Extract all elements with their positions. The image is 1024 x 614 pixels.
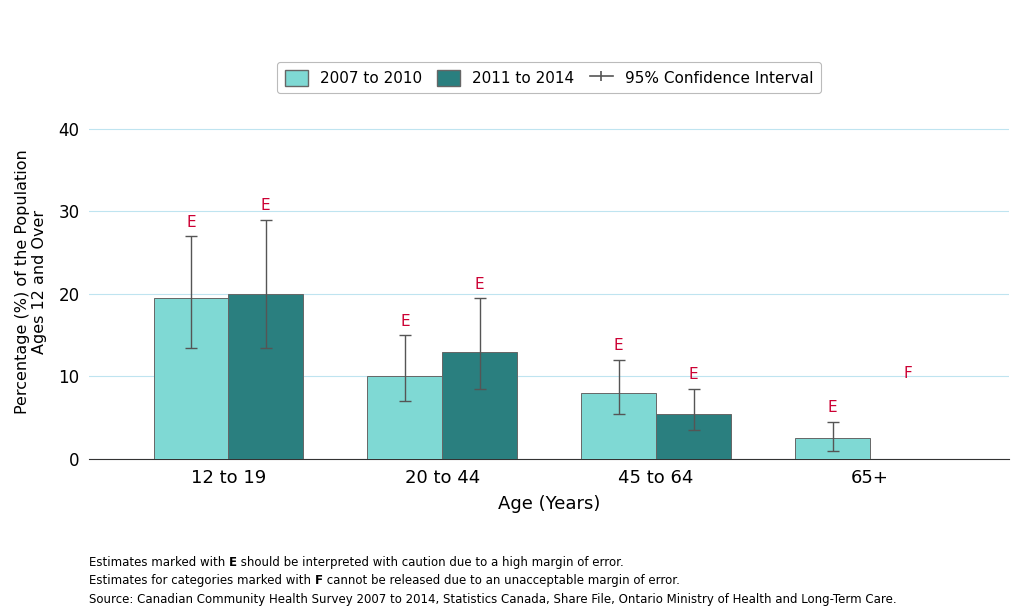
Text: E: E <box>400 314 410 328</box>
Text: E: E <box>261 198 270 213</box>
Text: F: F <box>315 574 324 587</box>
Text: E: E <box>827 400 838 415</box>
Text: cannot be released due to an unacceptable margin of error.: cannot be released due to an unacceptabl… <box>324 574 680 587</box>
Text: E: E <box>689 367 698 383</box>
Bar <box>368 376 442 459</box>
Bar <box>656 414 731 459</box>
Text: should be interpreted with caution due to a high margin of error.: should be interpreted with caution due t… <box>238 556 624 569</box>
Text: E: E <box>229 556 238 569</box>
Bar <box>228 294 303 459</box>
Text: E: E <box>613 338 624 354</box>
Legend: 2007 to 2010, 2011 to 2014, 95% Confidence Interval: 2007 to 2010, 2011 to 2014, 95% Confiden… <box>278 62 821 93</box>
Bar <box>795 438 870 459</box>
Bar <box>582 393 656 459</box>
Y-axis label: Percentage (%) of the Population
Ages 12 and Over: Percentage (%) of the Population Ages 12… <box>15 149 47 414</box>
Text: Source: Canadian Community Health Survey 2007 to 2014, Statistics Canada, Share : Source: Canadian Community Health Survey… <box>89 593 897 605</box>
Bar <box>442 352 517 459</box>
Text: E: E <box>475 276 484 292</box>
Bar <box>154 298 228 459</box>
X-axis label: Age (Years): Age (Years) <box>498 495 600 513</box>
Text: E: E <box>186 215 196 230</box>
Text: Estimates for categories marked with: Estimates for categories marked with <box>89 574 315 587</box>
Text: Estimates marked with: Estimates marked with <box>89 556 229 569</box>
Text: F: F <box>903 365 911 381</box>
